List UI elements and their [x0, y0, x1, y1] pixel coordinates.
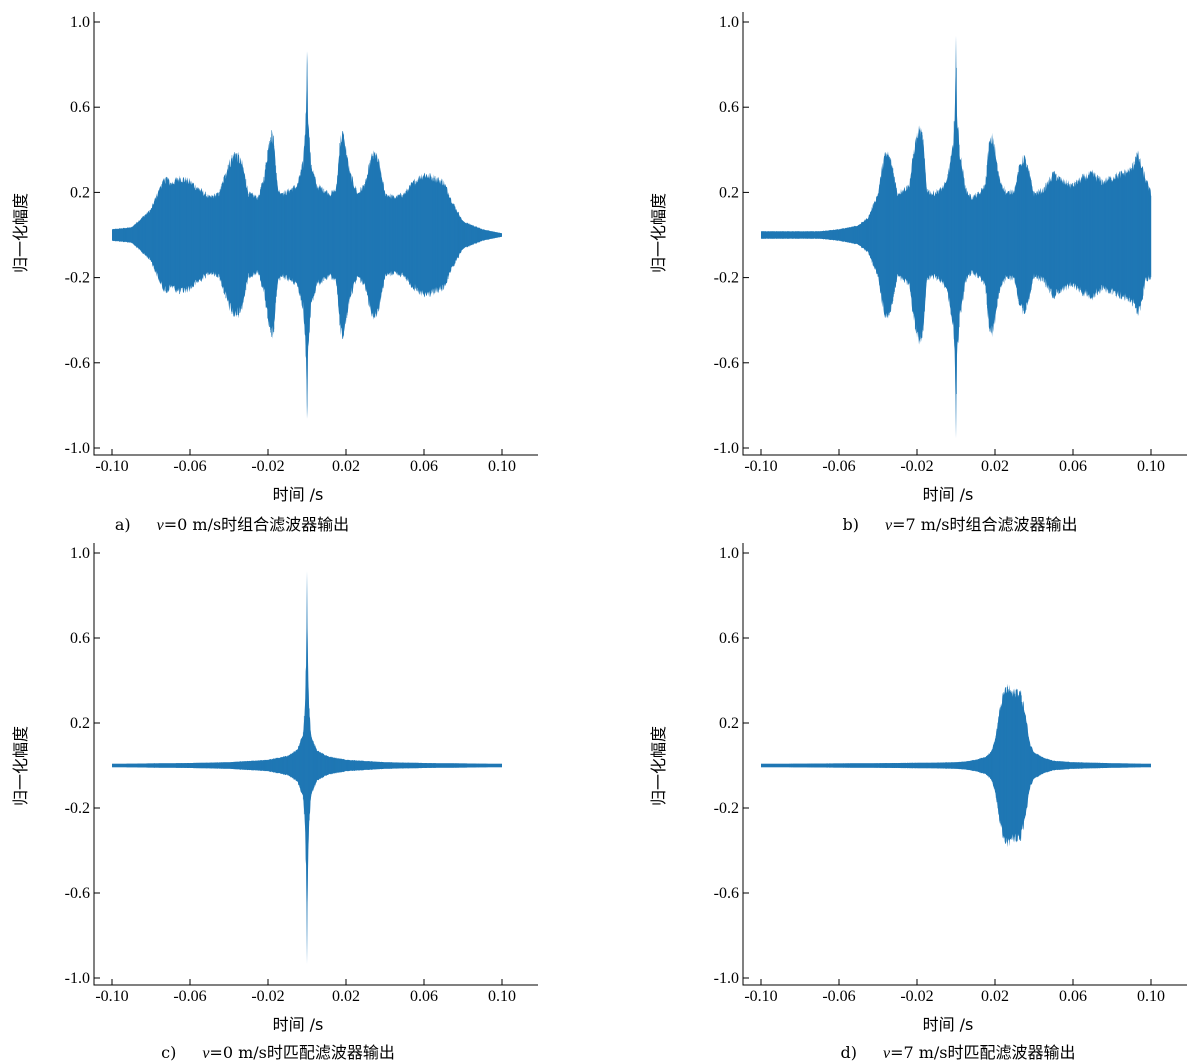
xticks-b: -0.10 -0.06 -0.02 0.02 0.06 0.10 — [744, 449, 1165, 475]
axis-b-frame — [742, 12, 1187, 456]
xtick-label-c-1: -0.06 — [173, 988, 206, 1005]
caption-c-var: v — [202, 1045, 210, 1062]
xtick-label-a-0: -0.10 — [95, 458, 128, 475]
ytick-label-d-2: 0.2 — [719, 715, 739, 732]
ytick-label-a-4: -0.6 — [65, 355, 90, 372]
ytick-label-b-1: 0.6 — [719, 99, 739, 116]
axis-d-frame — [742, 543, 1187, 986]
ytick-label-a-1: 0.6 — [70, 99, 90, 116]
ytick-label-c-0: 1.0 — [70, 545, 90, 562]
xlabel-c: 时间 /s — [273, 1015, 324, 1034]
xtick-label-a-5: 0.10 — [488, 458, 516, 475]
panel-c: 1.0 0.6 0.2 -0.2 -0.6 -1.0 -0.10 -0.06 -0.02 0.0… — [11, 543, 538, 1062]
ytick-label-d-5: -1.0 — [714, 970, 739, 987]
xlabel-b: 时间 /s — [923, 485, 974, 504]
caption-b-var: v — [885, 517, 893, 534]
caption-c-rest: =0 m/s时匹配滤波器输出 — [209, 1043, 394, 1062]
xticks-c: -0.10 -0.06 -0.02 0.02 0.06 0.10 — [95, 979, 516, 1005]
caption-b-prefix: b) — [842, 515, 858, 534]
ylabel-b: 归一化幅度 — [649, 193, 668, 273]
ytick-label-c-3: -0.2 — [65, 800, 90, 817]
ylabel-c: 归一化幅度 — [11, 726, 30, 806]
xtick-label-b-1: -0.06 — [822, 458, 855, 475]
xtick-label-d-2: -0.02 — [900, 988, 933, 1005]
panel-b: 1.0 0.6 0.2 -0.2 -0.6 -1.0 -0.10 -0.06 -0.02 0.0… — [649, 12, 1187, 534]
xtick-label-a-1: -0.06 — [173, 458, 206, 475]
xtick-label-c-2: -0.02 — [251, 988, 284, 1005]
xtick-label-c-0: -0.10 — [95, 988, 128, 1005]
xlabel-d: 时间 /s — [923, 1015, 974, 1034]
yticks-c: 1.0 0.6 0.2 -0.2 -0.6 -1.0 — [65, 545, 100, 987]
caption-a-prefix: a) — [115, 515, 131, 534]
ytick-label-a-3: -0.2 — [65, 270, 90, 287]
ytick-label-d-3: -0.2 — [714, 800, 739, 817]
axis-c-frame — [93, 543, 538, 986]
ytick-label-d-0: 1.0 — [719, 545, 739, 562]
yticks-d: 1.0 0.6 0.2 -0.2 -0.6 -1.0 — [714, 545, 749, 987]
ytick-label-b-4: -0.6 — [714, 355, 739, 372]
xtick-label-d-0: -0.10 — [744, 988, 777, 1005]
xtick-label-d-4: 0.06 — [1059, 988, 1087, 1005]
ytick-label-d-4: -0.6 — [714, 885, 739, 902]
plot-c-area — [111, 571, 502, 964]
plot-d-area — [760, 683, 1151, 848]
plot-b-area — [761, 35, 1152, 439]
caption-a-var: v — [157, 517, 165, 534]
caption-b: b) v=7 m/s时组合滤波器输出 — [842, 515, 1077, 534]
xtick-label-a-2: -0.02 — [251, 458, 284, 475]
xtick-label-b-0: -0.10 — [744, 458, 777, 475]
ytick-label-b-5: -1.0 — [714, 440, 739, 457]
xtick-label-d-3: 0.02 — [981, 988, 1009, 1005]
yticks-b: 1.0 0.6 0.2 -0.2 -0.6 -1.0 — [714, 14, 749, 457]
xtick-label-b-3: 0.02 — [981, 458, 1009, 475]
xtick-label-b-5: 0.10 — [1137, 458, 1165, 475]
caption-a-rest: =0 m/s时组合滤波器输出 — [164, 515, 349, 534]
caption-d-var: v — [883, 1045, 891, 1062]
xtick-label-b-4: 0.06 — [1059, 458, 1087, 475]
ytick-label-c-1: 0.6 — [70, 630, 90, 647]
caption-b-rest: =7 m/s时组合滤波器输出 — [892, 515, 1077, 534]
ytick-label-a-5: -1.0 — [65, 440, 90, 457]
caption-a: a) v=0 m/s时组合滤波器输出 — [115, 515, 349, 534]
ytick-label-d-1: 0.6 — [719, 630, 739, 647]
caption-d-prefix: d) — [840, 1043, 856, 1062]
xtick-label-c-3: 0.02 — [332, 988, 360, 1005]
xtick-label-c-4: 0.06 — [410, 988, 438, 1005]
caption-d: d) v=7 m/s时匹配滤波器输出 — [840, 1043, 1075, 1062]
ytick-label-c-4: -0.6 — [65, 885, 90, 902]
xtick-label-b-2: -0.02 — [900, 458, 933, 475]
caption-c-prefix: c) — [161, 1043, 176, 1062]
series-a-envelope — [112, 51, 502, 419]
xtick-label-d-5: 0.10 — [1137, 988, 1165, 1005]
yticks-a: 1.0 0.6 0.2 -0.2 -0.6 -1.0 — [65, 14, 100, 457]
xticks-d: -0.10 -0.06 -0.02 0.02 0.06 0.10 — [744, 979, 1165, 1005]
caption-c: c) v=0 m/s时匹配滤波器输出 — [161, 1043, 395, 1062]
ytick-label-a-2: 0.2 — [70, 184, 90, 201]
xticks-a: -0.10 -0.06 -0.02 0.02 0.06 0.10 — [95, 449, 516, 475]
xtick-label-a-3: 0.02 — [332, 458, 360, 475]
ytick-label-c-5: -1.0 — [65, 970, 90, 987]
ytick-label-c-2: 0.2 — [70, 715, 90, 732]
xtick-label-a-4: 0.06 — [410, 458, 438, 475]
ylabel-d: 归一化幅度 — [649, 726, 668, 806]
ytick-label-b-0: 1.0 — [719, 14, 739, 31]
panel-a: 1.0 0.6 0.2 -0.2 -0.6 -1.0 -0.10 -0.06 -0.02 0.0… — [11, 12, 538, 534]
xlabel-a: 时间 /s — [273, 485, 324, 504]
series-d-envelope — [761, 683, 1151, 848]
xtick-label-d-1: -0.06 — [822, 988, 855, 1005]
ytick-label-b-3: -0.2 — [714, 270, 739, 287]
ytick-label-b-2: 0.2 — [719, 184, 739, 201]
caption-d-rest: =7 m/s时匹配滤波器输出 — [890, 1043, 1075, 1062]
series-c-envelope — [112, 571, 502, 964]
plot-a-area — [112, 51, 502, 419]
xtick-label-c-5: 0.10 — [488, 988, 516, 1005]
panel-d: 1.0 0.6 0.2 -0.2 -0.6 -1.0 -0.10 -0.06 -0.02 0.0… — [649, 543, 1187, 1062]
ytick-label-a-0: 1.0 — [70, 14, 90, 31]
axis-a-frame — [93, 12, 538, 456]
ylabel-a: 归一化幅度 — [11, 193, 30, 273]
series-b-envelope — [761, 35, 1151, 439]
